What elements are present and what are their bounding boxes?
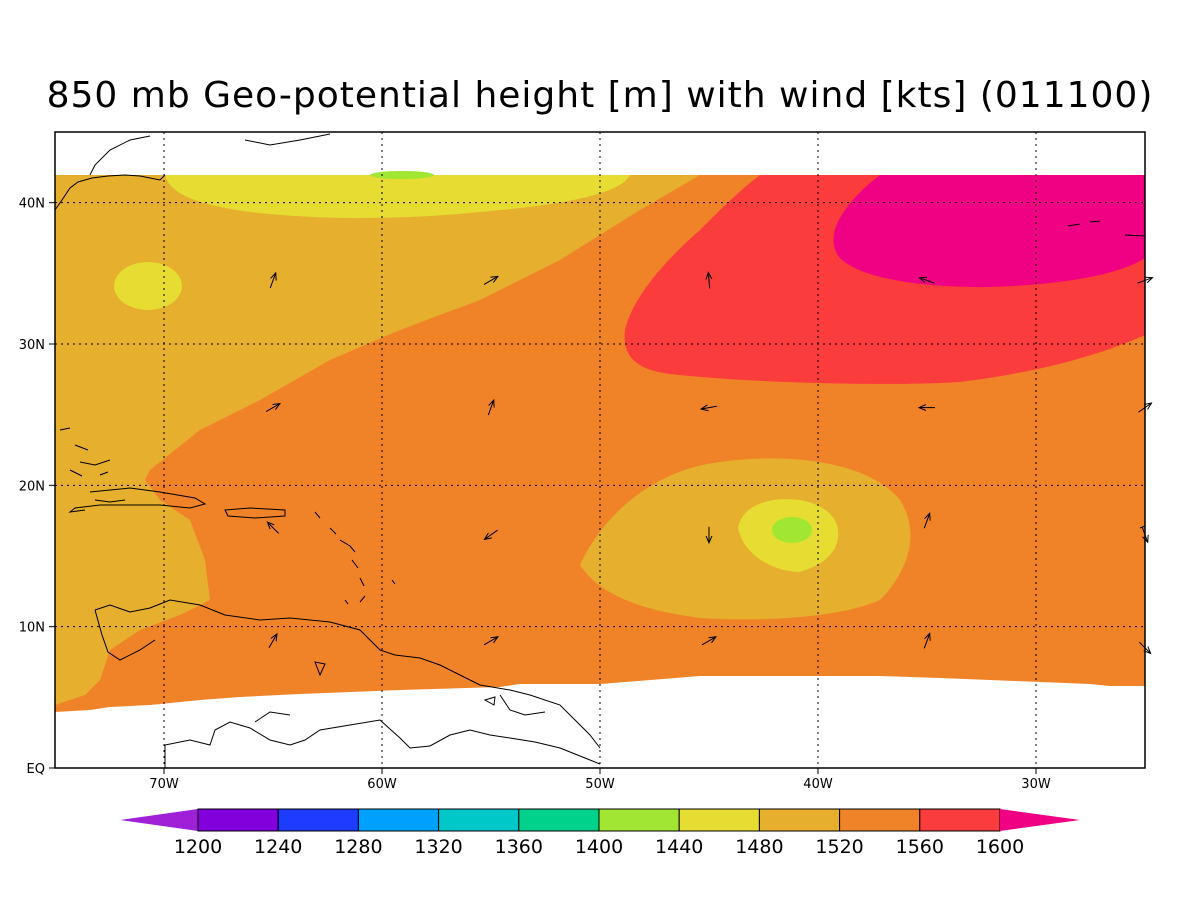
colorbar-level-label: 1480 bbox=[735, 836, 783, 858]
colorbar-level-label: 1200 bbox=[174, 836, 222, 858]
wind-vectors bbox=[265, 272, 1152, 653]
wind-arrow bbox=[701, 406, 717, 409]
coastline-cape-verde bbox=[1139, 525, 1145, 529]
wind-arrow bbox=[919, 278, 935, 284]
contour-band-1480-1520-north bbox=[55, 175, 700, 705]
colorbar-swatch bbox=[919, 808, 1001, 832]
colorbar-level-label: 1520 bbox=[815, 836, 863, 858]
colorbar-swatch bbox=[598, 808, 680, 832]
contour-band-1400-1440-north bbox=[370, 171, 434, 179]
colorbar: 1200 1240 1280 1320 1360 1400 1440 1480 1520 1560… bbox=[120, 808, 1080, 858]
wind-arrow bbox=[484, 529, 498, 539]
coastline-north-america bbox=[55, 133, 331, 211]
wind-arrow bbox=[268, 634, 277, 648]
lat-tick-label: 40N bbox=[19, 197, 45, 212]
colorbar-swatch bbox=[277, 808, 359, 832]
colorbar-swatch bbox=[438, 808, 520, 832]
contour-band-above-1600 bbox=[833, 175, 1145, 288]
colorbar-swatch bbox=[678, 808, 760, 832]
colorbar-level-label: 1280 bbox=[334, 836, 382, 858]
height-field bbox=[55, 171, 1145, 712]
coastline-south-america bbox=[94, 599, 601, 768]
lon-tick-label: 30W bbox=[1021, 777, 1051, 792]
wind-arrow bbox=[708, 272, 709, 289]
wind-arrow bbox=[483, 276, 498, 285]
colorbar-swatch bbox=[357, 808, 440, 832]
colorbar-level-label: 1400 bbox=[575, 836, 623, 858]
coastline-bahamas bbox=[59, 427, 111, 477]
contour-band-1440-1480-north bbox=[165, 175, 630, 218]
lon-tick-label: 70W bbox=[149, 777, 179, 792]
wind-arrow bbox=[265, 404, 280, 413]
lat-tick-label: 10N bbox=[19, 621, 45, 636]
lat-tick-label: 30N bbox=[19, 338, 45, 353]
lon-tick-label: 60W bbox=[367, 777, 397, 792]
coastline-azores bbox=[1067, 220, 1145, 237]
wind-arrow bbox=[267, 522, 280, 534]
lon-tick-label: 40W bbox=[803, 777, 833, 792]
colorbar-level-label: 1560 bbox=[896, 836, 944, 858]
wind-arrow bbox=[269, 273, 275, 289]
colorbar-swatch bbox=[197, 808, 279, 832]
axis-labels: 40N 30N 20N 10N EQ 70W 60W 50W 40W 30W bbox=[19, 197, 1051, 792]
lat-tick-label: 20N bbox=[19, 479, 45, 494]
wind-arrow bbox=[487, 400, 493, 416]
colorbar-swatch bbox=[758, 808, 841, 832]
coastline-greater-antilles bbox=[68, 487, 286, 519]
contour-band-1400-1440-center bbox=[772, 517, 812, 543]
lon-tick-label: 50W bbox=[585, 777, 615, 792]
contour-band-1440-1480-west bbox=[114, 262, 182, 310]
colorbar-overflow-triangle bbox=[1000, 809, 1080, 831]
coastlines bbox=[55, 133, 1145, 768]
colorbar-underflow-triangle bbox=[120, 809, 198, 831]
wind-arrow bbox=[923, 633, 929, 649]
colorbar-level-label: 1600 bbox=[976, 836, 1024, 858]
colorbar-level-label: 1320 bbox=[414, 836, 462, 858]
colorbar-swatch bbox=[518, 808, 600, 832]
page-title: 850 mb Geo-potential height [m] with win… bbox=[46, 75, 1154, 116]
coastline-lesser-antilles bbox=[314, 511, 396, 605]
colorbar-swatch bbox=[839, 808, 921, 832]
lat-tick-label: EQ bbox=[27, 762, 45, 777]
colorbar-level-label: 1360 bbox=[495, 836, 543, 858]
colorbar-level-label: 1440 bbox=[655, 836, 703, 858]
wind-arrow bbox=[701, 637, 716, 646]
colorbar-level-label: 1240 bbox=[254, 836, 302, 858]
wind-arrow bbox=[923, 513, 929, 529]
wind-arrow bbox=[483, 637, 498, 646]
